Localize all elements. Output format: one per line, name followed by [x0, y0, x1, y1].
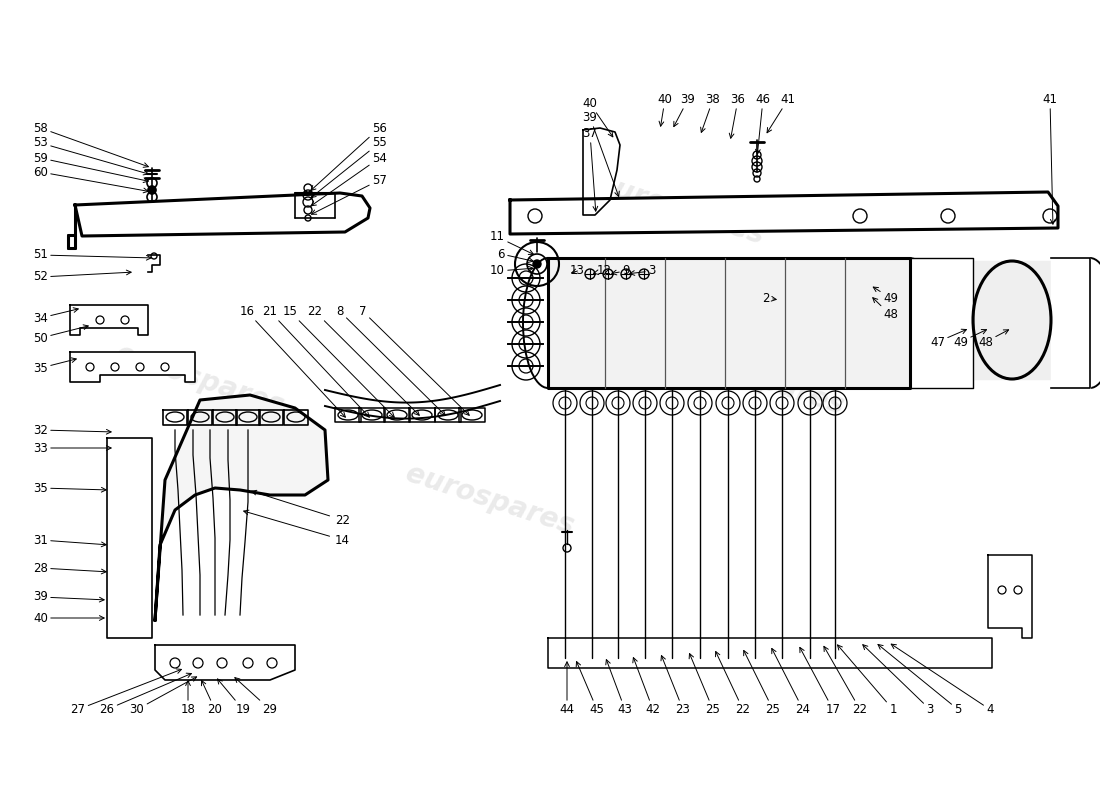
- Text: 41: 41: [767, 93, 795, 133]
- Text: 12: 12: [594, 265, 612, 278]
- Text: 10: 10: [491, 265, 534, 278]
- Text: 20: 20: [201, 681, 222, 716]
- Polygon shape: [583, 128, 620, 215]
- Text: 25: 25: [689, 654, 720, 716]
- Text: 40: 40: [33, 611, 104, 625]
- Text: 55: 55: [311, 137, 387, 198]
- Text: 35: 35: [33, 482, 106, 494]
- Text: 47: 47: [930, 330, 967, 349]
- Text: 39: 39: [674, 93, 695, 126]
- Text: eurospares: eurospares: [403, 459, 578, 541]
- Text: 9: 9: [612, 265, 629, 278]
- Text: 42: 42: [632, 658, 660, 716]
- Polygon shape: [910, 258, 974, 388]
- Text: 40: 40: [583, 97, 613, 137]
- Text: 58: 58: [33, 122, 148, 167]
- Text: 22: 22: [715, 651, 750, 716]
- Text: 3: 3: [862, 645, 934, 716]
- Text: 46: 46: [756, 93, 770, 154]
- Polygon shape: [988, 555, 1032, 638]
- Polygon shape: [974, 261, 1050, 379]
- Polygon shape: [75, 193, 370, 236]
- Text: 28: 28: [33, 562, 106, 574]
- Text: 19: 19: [218, 679, 251, 716]
- Text: 13: 13: [570, 265, 585, 278]
- Text: 52: 52: [33, 270, 131, 283]
- Text: 50: 50: [33, 325, 88, 345]
- Polygon shape: [548, 258, 910, 388]
- Text: 23: 23: [661, 655, 691, 716]
- Text: 38: 38: [701, 93, 721, 132]
- Text: 43: 43: [606, 660, 632, 716]
- Polygon shape: [107, 438, 152, 638]
- Text: eurospares: eurospares: [672, 339, 848, 421]
- Text: 60: 60: [33, 166, 148, 193]
- Polygon shape: [510, 192, 1058, 234]
- Text: 4: 4: [891, 644, 993, 716]
- Polygon shape: [155, 395, 328, 620]
- Text: 25: 25: [744, 650, 780, 716]
- Text: 53: 53: [33, 137, 148, 175]
- Text: 21: 21: [263, 305, 370, 417]
- Text: 49: 49: [953, 330, 987, 349]
- Text: eurospares: eurospares: [112, 339, 288, 421]
- Text: 41: 41: [1043, 93, 1057, 224]
- Polygon shape: [1050, 258, 1090, 388]
- Text: 48: 48: [978, 330, 1009, 349]
- Text: 18: 18: [180, 681, 196, 716]
- Text: 56: 56: [311, 122, 387, 190]
- Text: 22: 22: [824, 646, 868, 716]
- Text: 34: 34: [33, 308, 78, 325]
- Text: 48: 48: [872, 298, 898, 322]
- Text: 3: 3: [630, 265, 656, 278]
- Text: 32: 32: [33, 423, 111, 437]
- Text: 6: 6: [497, 247, 534, 262]
- Text: 36: 36: [729, 93, 746, 138]
- Text: 8: 8: [337, 305, 446, 415]
- Text: 30: 30: [130, 677, 197, 716]
- Text: eurospares: eurospares: [592, 170, 768, 250]
- Circle shape: [148, 186, 156, 194]
- Text: 37: 37: [583, 127, 597, 211]
- Text: 29: 29: [235, 678, 277, 716]
- Text: 51: 51: [33, 249, 151, 262]
- Text: 1: 1: [837, 645, 896, 716]
- Text: 33: 33: [33, 442, 111, 454]
- Polygon shape: [548, 638, 992, 668]
- Circle shape: [534, 260, 541, 268]
- Text: 39: 39: [33, 590, 104, 603]
- Text: 31: 31: [33, 534, 106, 546]
- Text: 40: 40: [658, 93, 672, 126]
- Text: 11: 11: [490, 230, 534, 254]
- Text: 44: 44: [560, 662, 574, 716]
- Text: 39: 39: [583, 111, 619, 196]
- Text: 7: 7: [360, 305, 470, 415]
- Text: 24: 24: [772, 649, 811, 716]
- Text: 57: 57: [311, 174, 387, 214]
- Text: 54: 54: [311, 151, 387, 206]
- Text: 45: 45: [576, 662, 604, 716]
- Text: 2: 2: [762, 291, 777, 305]
- Text: 59: 59: [33, 151, 148, 182]
- Text: 27: 27: [70, 669, 182, 716]
- Text: 35: 35: [33, 358, 76, 374]
- Text: 22: 22: [308, 305, 419, 415]
- Text: 17: 17: [800, 647, 840, 716]
- Text: 16: 16: [240, 305, 345, 417]
- Polygon shape: [70, 352, 195, 382]
- Text: 14: 14: [244, 510, 350, 546]
- Text: 5: 5: [878, 645, 961, 716]
- Text: 26: 26: [99, 673, 191, 716]
- Polygon shape: [70, 305, 148, 335]
- Text: 49: 49: [873, 287, 898, 305]
- Text: 22: 22: [252, 490, 350, 526]
- Polygon shape: [155, 645, 295, 680]
- Text: 15: 15: [283, 305, 394, 418]
